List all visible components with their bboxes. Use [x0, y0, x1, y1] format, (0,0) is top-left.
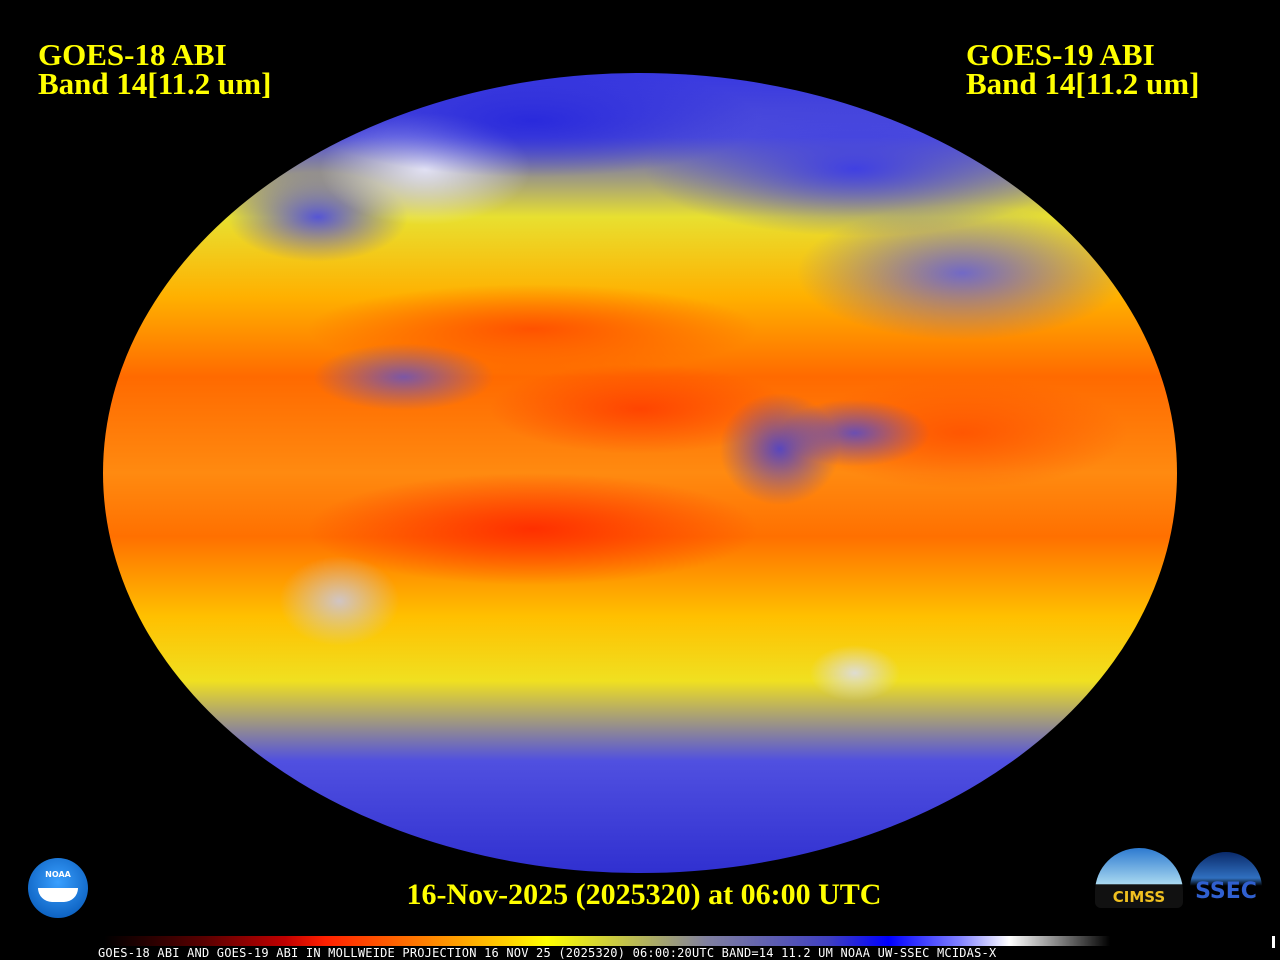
ssec-logo: SSEC: [1190, 852, 1262, 904]
left-band-label: Band 14[11.2 um]: [38, 66, 272, 101]
cimss-logo: CIMSS: [1095, 848, 1183, 908]
right-satellite-name: GOES-19 ABI: [966, 37, 1155, 72]
date-label: 16-Nov-2025 (2025320) at 06:00 UTC: [406, 878, 882, 911]
right-satellite-title: GOES-19 ABI Band 14[11.2 um]: [966, 37, 1200, 101]
temperature-colorbar: [104, 936, 1110, 946]
colorbar-marker: [1272, 936, 1275, 948]
right-band-label: Band 14[11.2 um]: [966, 66, 1200, 101]
left-satellite-title: GOES-18 ABI Band 14[11.2 um]: [38, 37, 272, 101]
left-satellite-name: GOES-18 ABI: [38, 37, 227, 72]
noaa-logo: NOAA: [28, 858, 88, 918]
footer-caption: GOES-18 ABI AND GOES-19 ABI IN MOLLWEIDE…: [98, 946, 997, 960]
mollweide-satellite-image: [103, 73, 1177, 873]
